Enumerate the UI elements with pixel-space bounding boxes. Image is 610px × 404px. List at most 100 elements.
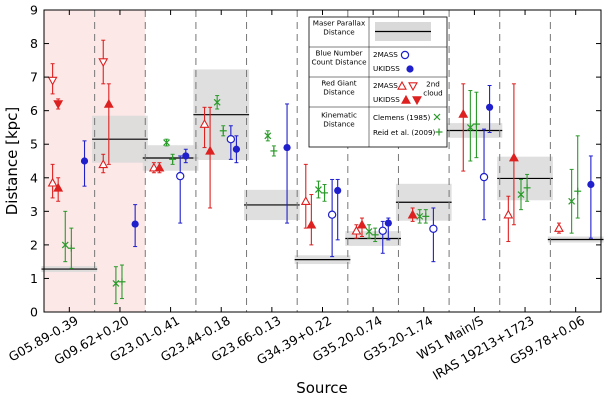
legend-text-line: Blue Number — [315, 49, 362, 58]
series-circle-filled — [80, 85, 595, 248]
data-point — [416, 212, 424, 220]
series-triangle-filled — [53, 83, 519, 246]
legend-clemens-label: Clemens (1985) — [373, 113, 431, 122]
data-point — [199, 118, 210, 128]
legend-x-marker-icon — [433, 113, 441, 121]
data-point — [80, 157, 89, 165]
data-point — [53, 100, 64, 110]
data-point — [61, 241, 69, 249]
data-point — [554, 222, 564, 232]
legend-plus-marker-icon — [435, 128, 443, 136]
legend-text-line: Distance — [323, 88, 355, 97]
legend-marker — [401, 94, 411, 104]
series-triangle-open — [47, 106, 564, 243]
y-tick-label: 5 — [30, 137, 38, 152]
y-tick-label: 0 — [30, 305, 38, 320]
x-stroke — [163, 139, 170, 146]
data-marks — [47, 39, 595, 305]
y-tick-label: 3 — [30, 204, 38, 219]
legend-text-line: Distance — [323, 120, 355, 129]
legend-reid-label: Reid et al. (2009) — [373, 128, 436, 137]
legend: Maser Parallax Distance Blue Number Count … — [308, 16, 448, 148]
series-plus — [67, 91, 582, 300]
data-point — [371, 231, 379, 239]
data-point — [53, 182, 64, 192]
data-point — [523, 184, 531, 192]
data-point — [429, 224, 438, 233]
legend-marker — [397, 80, 407, 90]
data-point — [163, 139, 170, 146]
data-point — [264, 132, 272, 140]
data-point — [219, 127, 227, 135]
data-point — [226, 134, 236, 144]
data-point — [47, 76, 58, 86]
y-tick-label: 8 — [30, 36, 38, 51]
legend-second-cloud-label: 2nd cloud — [423, 80, 442, 98]
legend-marker — [412, 96, 422, 106]
legend-open-circle-icon — [400, 50, 410, 60]
data-point — [67, 244, 75, 252]
legend-filled-triangle-icon — [401, 94, 411, 104]
legend-blue-label: Blue Number Count Distance — [311, 49, 367, 67]
x-stroke — [213, 98, 221, 106]
legend-text-line: 2nd — [426, 80, 440, 89]
legend-text-line: Red Giant — [321, 79, 356, 88]
legend-red-label: Red Giant Distance — [321, 79, 356, 97]
data-point — [131, 220, 139, 228]
legend-marker — [433, 113, 441, 121]
data-point — [351, 225, 362, 235]
data-point — [182, 152, 190, 160]
data-point — [283, 143, 291, 152]
x-stroke — [61, 241, 69, 249]
data-point — [508, 152, 519, 162]
data-point — [270, 147, 278, 155]
data-point — [169, 155, 177, 163]
legend-red-2mass: 2MASS — [373, 81, 398, 90]
series-x — [61, 90, 576, 305]
y-tick-label: 2 — [30, 237, 38, 252]
data-point — [98, 159, 109, 169]
data-point — [384, 219, 392, 227]
legend-kinematic-label: Kinematic Distance — [321, 111, 357, 129]
data-point — [205, 145, 216, 155]
y-axis-label: Distance [kpc] — [3, 107, 21, 216]
legend-blue-ukidss: UKIDSS — [373, 64, 400, 73]
data-point — [458, 108, 469, 118]
legend-text-line: Distance — [323, 28, 355, 37]
legend-open-down-triangle-icon — [408, 82, 418, 92]
legend-open-triangle-icon — [397, 80, 407, 90]
maser-bands — [41, 69, 604, 273]
data-point — [213, 98, 221, 106]
series-triangle-down-filled — [53, 98, 64, 110]
legend-filled-down-triangle-icon — [412, 96, 422, 106]
y-tick-label: 7 — [30, 70, 38, 85]
data-point — [154, 162, 165, 172]
y-tick-label: 9 — [30, 3, 38, 18]
y-tick-label: 1 — [30, 271, 38, 286]
data-point — [327, 210, 337, 219]
x-stroke — [112, 280, 120, 287]
x-stroke — [433, 113, 441, 121]
y-tick-label: 4 — [30, 170, 38, 185]
data-point — [334, 186, 342, 195]
x-stroke — [264, 132, 272, 140]
data-point — [232, 145, 241, 153]
data-point — [466, 124, 474, 131]
legend-marker — [408, 82, 418, 92]
data-point — [103, 98, 114, 108]
data-point — [118, 278, 126, 286]
y-axis-ticks: 0 1 2 3 4 5 6 7 8 9 — [30, 3, 601, 320]
data-point — [472, 120, 480, 128]
legend-filled-circle-icon — [406, 65, 414, 73]
y-tick-label: 6 — [30, 103, 38, 118]
legend-text-line: Kinematic — [321, 111, 357, 120]
data-point — [300, 196, 311, 206]
x-stroke — [517, 191, 525, 198]
data-point — [306, 219, 317, 229]
data-point — [315, 186, 322, 193]
data-point — [378, 226, 387, 235]
data-point — [321, 189, 329, 197]
legend-text-line: cloud — [423, 89, 442, 98]
source-dividers — [94, 10, 551, 312]
